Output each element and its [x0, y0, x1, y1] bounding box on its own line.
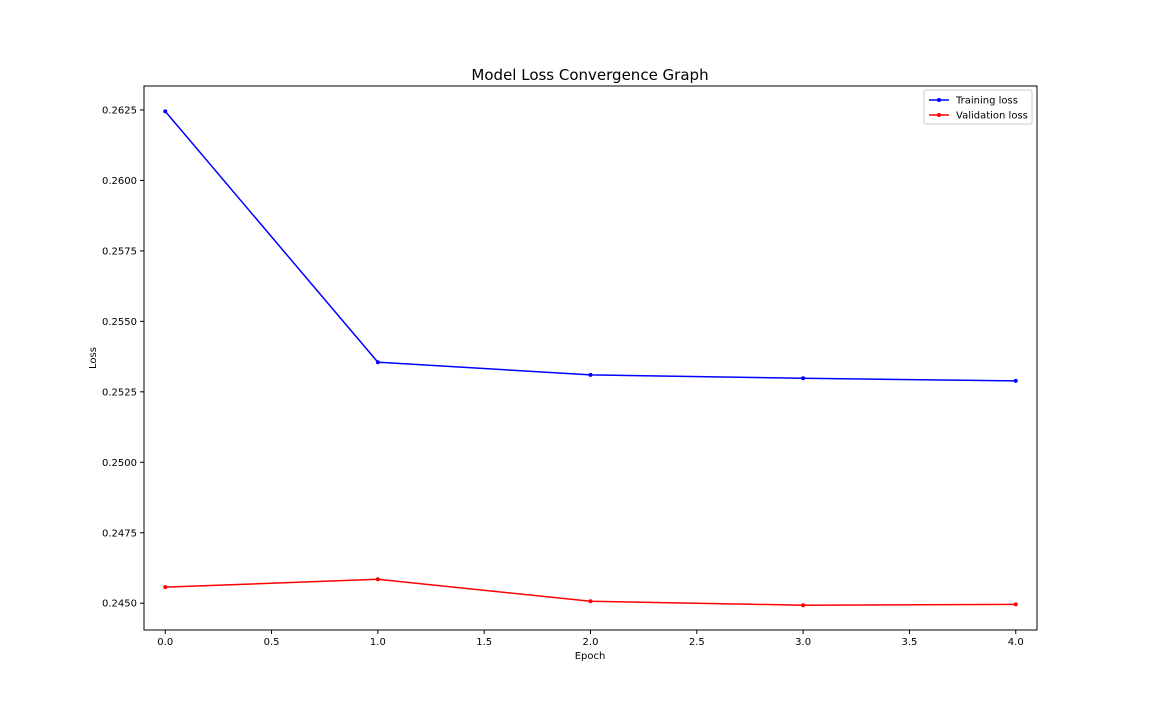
series-layer: [163, 109, 1018, 608]
legend-label: Validation loss: [956, 111, 1028, 122]
x-tick-label: 0.0: [157, 637, 173, 648]
data-point: [375, 577, 380, 582]
data-point: [1013, 378, 1018, 383]
x-tick-label: 2.0: [583, 637, 599, 648]
series-line-0: [164, 110, 1016, 382]
data-point: [163, 109, 168, 114]
data-point: [163, 585, 168, 590]
x-tick-label: 1.0: [370, 637, 386, 648]
data-point: [375, 360, 380, 365]
legend: Training loss Validation loss: [923, 89, 1033, 125]
data-point: [588, 599, 593, 604]
chart-title: Model Loss Convergence Graph: [471, 66, 708, 84]
x-tick-label: 2.5: [689, 637, 705, 648]
data-point: [801, 376, 806, 381]
data-point: [801, 603, 806, 608]
x-tick-label: 4.0: [1008, 637, 1024, 648]
data-point: [588, 372, 593, 377]
x-axis-label: Epoch: [575, 651, 606, 662]
y-tick-label: 0.2475: [102, 528, 137, 539]
y-axis: 0.2450 0.2475 0.2500 0.2525 0.2550 0.2575 0.26…: [102, 105, 144, 610]
plot-area: [143, 85, 1038, 631]
legend-swatch-marker: [937, 98, 941, 102]
legend-label: Training loss: [955, 96, 1018, 107]
legend-box: [923, 89, 1033, 125]
x-tick-label: 0.5: [264, 637, 280, 648]
y-tick-label: 0.2500: [102, 458, 137, 469]
x-tick-label: 1.5: [476, 637, 492, 648]
legend-swatch-marker: [937, 113, 941, 117]
x-tick-label: 3.5: [901, 637, 917, 648]
x-axis: 0.0 0.5 1.0 1.5 2.0 2.5 3.0 3.5 4.0: [157, 630, 1024, 648]
y-axis-label: Loss: [88, 347, 99, 369]
y-tick-label: 0.2625: [102, 105, 137, 116]
y-tick-label: 0.2450: [102, 599, 137, 610]
y-tick-label: 0.2525: [102, 387, 137, 398]
x-tick-label: 3.0: [795, 637, 811, 648]
data-point: [1013, 602, 1018, 607]
y-tick-label: 0.2575: [102, 246, 137, 257]
y-tick-label: 0.2550: [102, 317, 137, 328]
y-tick-label: 0.2600: [102, 176, 137, 187]
